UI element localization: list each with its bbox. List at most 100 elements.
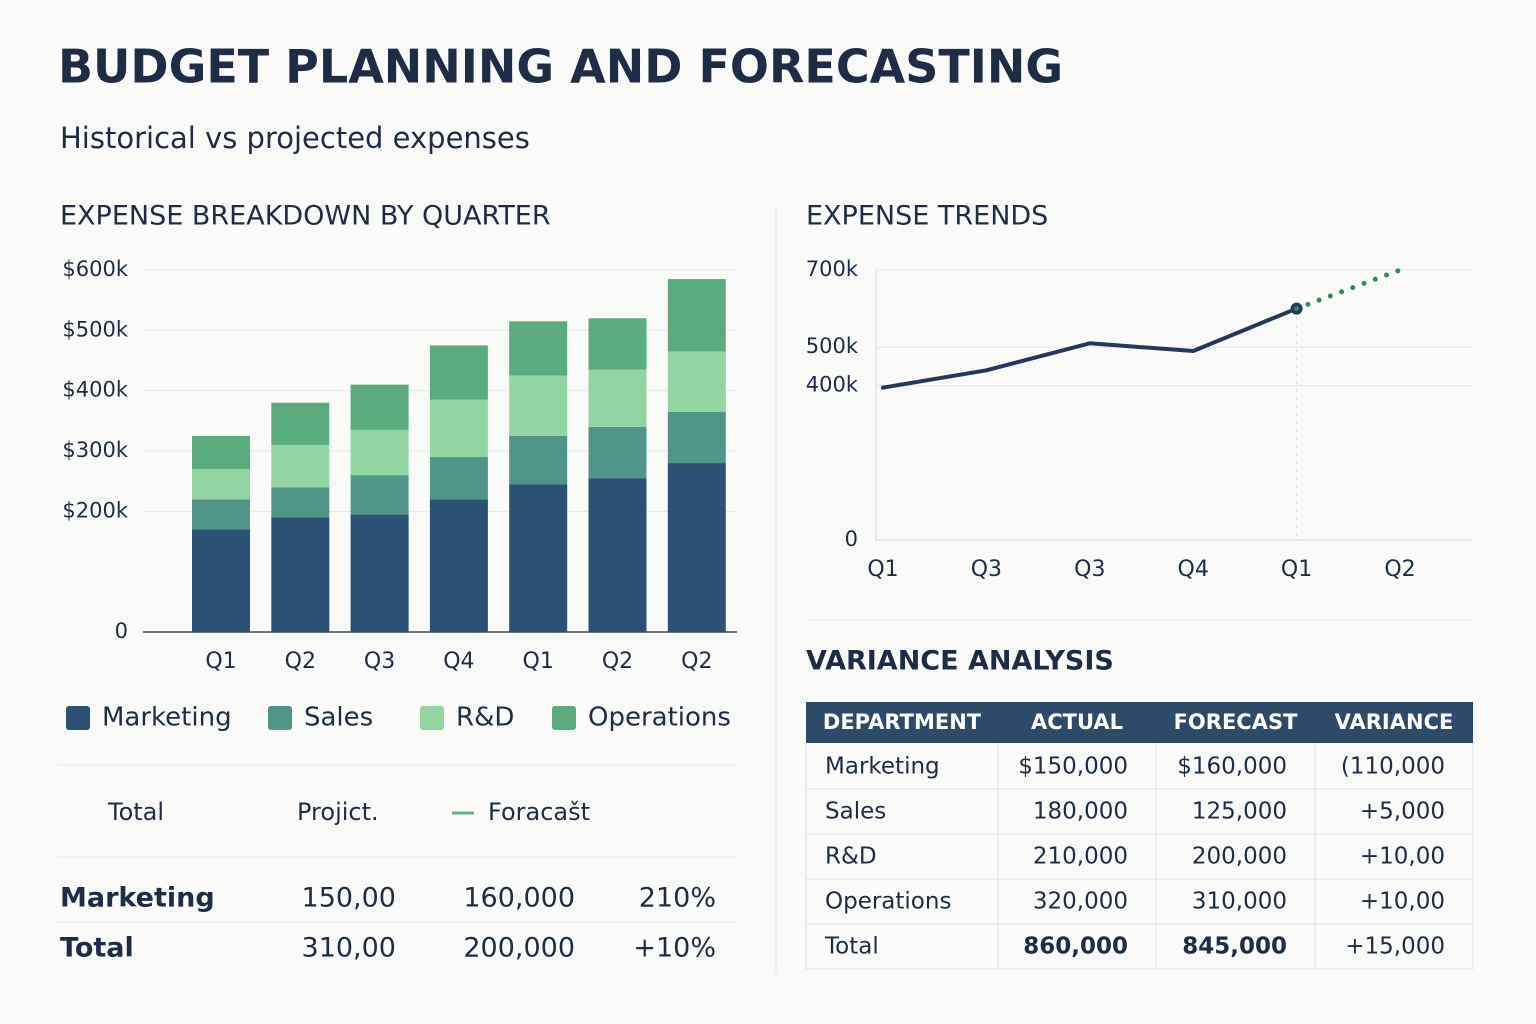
table-cell: +10,00 [1360, 889, 1445, 915]
y-tick-label: $200k [62, 498, 128, 522]
y-tick-label: 0 [115, 619, 128, 643]
section-title: VARIANCE ANALYSIS [806, 646, 1114, 677]
x-tick-label: Q1 [205, 649, 236, 674]
x-tick-label: Q1 [867, 557, 898, 582]
y-tick-label: $300k [62, 438, 128, 462]
table-header: FORECAST [1174, 710, 1299, 734]
summary-header: Projict. [297, 798, 379, 826]
table-cell: (110,000 [1341, 754, 1445, 780]
bar-segment [350, 384, 409, 430]
bar-segment [271, 487, 330, 518]
table-cell: 125,000 [1192, 799, 1287, 825]
x-tick-label: Q2 [285, 649, 316, 674]
table-cell: +10,00 [1360, 844, 1445, 870]
x-tick-label: Q2 [681, 649, 712, 674]
bar-segment [509, 435, 568, 485]
table-cell: Sales [825, 799, 886, 825]
page-title: BUDGET PLANNING AND FORECASTING [58, 40, 1063, 94]
table-cell: 310,000 [1192, 889, 1287, 915]
bar-segment [271, 402, 330, 445]
bar-segment [271, 444, 330, 488]
bar-segment [271, 517, 330, 632]
table-cell: +15,000 [1345, 934, 1445, 960]
x-tick-label: Q2 [602, 649, 633, 674]
bar-segment [350, 514, 409, 632]
table-header: ACTUAL [1031, 710, 1123, 734]
bar-segment [350, 429, 409, 476]
bar-segment [192, 529, 250, 632]
bar-segment [429, 399, 488, 458]
x-tick-label: Q3 [1074, 557, 1105, 582]
section-title: EXPENSE TRENDS [806, 201, 1048, 232]
x-tick-label: Q1 [523, 649, 554, 674]
y-tick-label: $500k [62, 317, 128, 341]
bar-segment [509, 375, 568, 436]
table-cell: 320,000 [1033, 889, 1128, 915]
bar-segment [192, 499, 250, 530]
bar-segment [588, 369, 647, 427]
summary-cell: +10% [633, 933, 716, 964]
summary-cell: 160,000 [463, 883, 575, 914]
page-subtitle: Historical vs projected expenses [60, 121, 530, 155]
x-tick-label: Q4 [1178, 557, 1209, 582]
bar-segment [192, 469, 250, 500]
summary-cell: Total [60, 933, 134, 964]
bar-segment [667, 351, 726, 412]
bar-segment [667, 279, 726, 352]
y-tick-label: 700k [806, 257, 859, 281]
table-cell: +5,000 [1360, 799, 1445, 825]
summary-cell: 200,000 [463, 933, 575, 964]
table-cell: $150,000 [1018, 754, 1128, 780]
table-cell: $160,000 [1177, 754, 1287, 780]
table-cell: 210,000 [1033, 844, 1128, 870]
legend-label: Operations [588, 703, 731, 733]
bar-segment [588, 426, 647, 479]
legend-swatch [420, 706, 444, 730]
summary-cell: Marketing [60, 883, 215, 914]
y-tick-label: $600k [62, 257, 128, 281]
legend-label: R&D [456, 703, 514, 733]
series-line [881, 306, 1299, 390]
legend-label: Marketing [102, 703, 232, 733]
summary-header: Total [107, 798, 164, 826]
x-tick-label: Q3 [971, 557, 1002, 582]
bar-segment [429, 499, 488, 632]
y-tick-label: $400k [62, 378, 128, 402]
y-tick-label: 0 [845, 527, 858, 551]
table-header: DEPARTMENT [823, 710, 982, 734]
bar-segment [429, 457, 488, 500]
summary-header: Foracašt [488, 798, 590, 826]
bar-segment [667, 411, 726, 464]
table-cell: Marketing [825, 754, 940, 780]
table-header: VARIANCE [1335, 710, 1454, 734]
bar-segment [429, 345, 488, 400]
y-tick-label: 400k [806, 373, 859, 397]
bar-segment [588, 318, 647, 370]
summary-cell: 310,00 [302, 933, 396, 964]
table-cell: Operations [825, 889, 951, 915]
x-tick-label: Q3 [364, 649, 395, 674]
table-cell: 860,000 [1023, 934, 1128, 960]
legend-label: Sales [304, 703, 373, 733]
table-cell: Total [824, 934, 879, 960]
table-cell: R&D [825, 844, 877, 870]
bar-segment [350, 475, 409, 515]
x-tick-label: Q2 [1384, 557, 1415, 582]
table-cell: 200,000 [1192, 844, 1287, 870]
x-tick-label: Q4 [443, 649, 474, 674]
legend-swatch [66, 706, 90, 730]
table-header-bg [806, 702, 1473, 743]
legend-swatch [268, 706, 292, 730]
legend-swatch [552, 706, 576, 730]
bar-segment [667, 463, 726, 632]
section-title: EXPENSE BREAKDOWN BY QUARTER [60, 201, 551, 232]
summary-cell: 210% [639, 883, 716, 914]
bar-segment [509, 484, 568, 632]
table-cell: 845,000 [1182, 934, 1287, 960]
bar-segment [588, 478, 647, 632]
table-cell: 180,000 [1033, 799, 1128, 825]
bar-segment [192, 435, 250, 470]
bar-segment [509, 321, 568, 376]
